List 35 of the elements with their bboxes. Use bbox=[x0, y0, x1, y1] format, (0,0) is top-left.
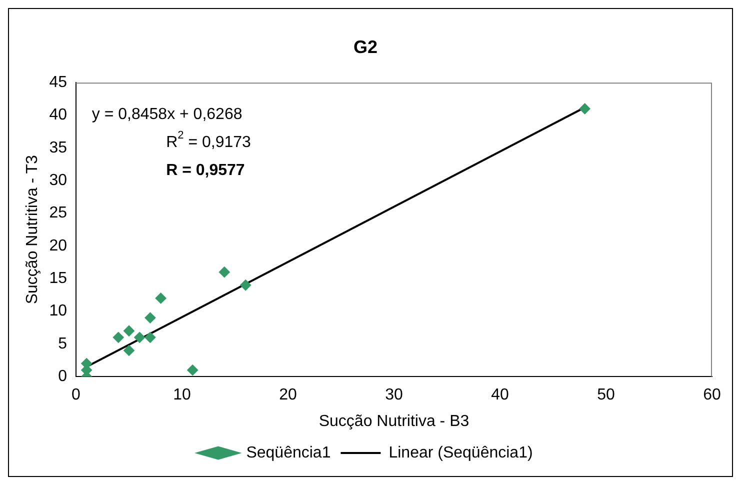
chart-title: G2 bbox=[353, 36, 378, 57]
y-tick-label: 5 bbox=[58, 335, 68, 352]
point bbox=[144, 332, 156, 343]
y-tick-label: 0 bbox=[58, 368, 68, 386]
point bbox=[112, 332, 124, 343]
y-tick-label: 45 bbox=[49, 74, 68, 92]
point bbox=[187, 364, 198, 376]
y-tick-label: 35 bbox=[49, 139, 68, 156]
point bbox=[134, 332, 146, 343]
y-tick-label: 20 bbox=[49, 237, 68, 254]
y-axis-title: Sucção Nutritiva - T3 bbox=[24, 154, 42, 304]
point bbox=[123, 344, 134, 356]
y-tick-label: 10 bbox=[49, 302, 68, 320]
point bbox=[155, 292, 166, 304]
point bbox=[218, 266, 230, 278]
y-tick-label: 15 bbox=[49, 270, 68, 288]
x-axis-title: Sucção Nutritiva - B3 bbox=[318, 412, 470, 430]
x-tick-label: 20 bbox=[279, 386, 297, 404]
point bbox=[123, 325, 134, 336]
point bbox=[579, 103, 590, 114]
x-tick-label: 10 bbox=[173, 386, 191, 404]
legend-label: Linear (Seqüência1) bbox=[388, 444, 533, 462]
x-tick-label: 60 bbox=[703, 386, 721, 404]
point bbox=[240, 280, 252, 291]
legend-label: Seqüência1 bbox=[246, 444, 331, 462]
x-tick-label: 50 bbox=[597, 386, 615, 404]
y-tick-label: 40 bbox=[49, 106, 68, 124]
y-tick-label: 30 bbox=[49, 172, 68, 190]
annotation: R = 0,9577 bbox=[166, 162, 245, 180]
y-tick-label: 25 bbox=[49, 204, 68, 222]
x-tick-label: 30 bbox=[385, 386, 403, 404]
annotation: y = 0,8458x + 0,6268 bbox=[92, 106, 242, 124]
x-tick-label: 0 bbox=[72, 386, 81, 404]
point bbox=[144, 312, 156, 324]
x-tick-label: 40 bbox=[491, 386, 509, 404]
